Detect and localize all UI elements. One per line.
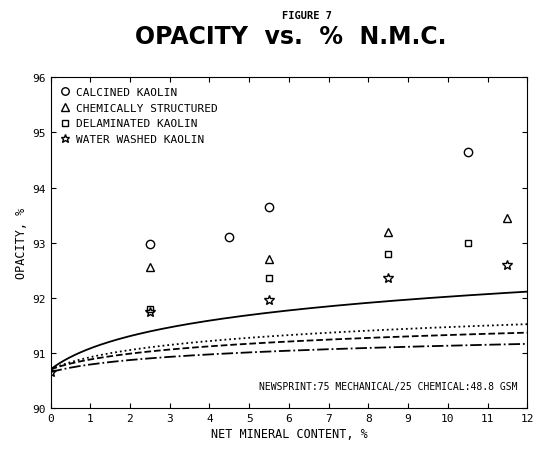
Y-axis label: OPACITY, %: OPACITY, % — [15, 207, 28, 278]
Text: FIGURE 7: FIGURE 7 — [282, 11, 333, 21]
Legend: CALCINED KAOLIN, CHEMICALLY STRUCTURED, DELAMINATED KAOLIN, WATER WASHED KAOLIN: CALCINED KAOLIN, CHEMICALLY STRUCTURED, … — [56, 84, 222, 149]
X-axis label: NET MINERAL CONTENT, %: NET MINERAL CONTENT, % — [210, 427, 367, 440]
Text: NEWSPRINT:75 MECHANICAL/25 CHEMICAL:48.8 GSM: NEWSPRINT:75 MECHANICAL/25 CHEMICAL:48.8… — [259, 382, 518, 392]
Text: OPACITY  vs.  %  N.M.C.: OPACITY vs. % N.M.C. — [135, 25, 447, 49]
